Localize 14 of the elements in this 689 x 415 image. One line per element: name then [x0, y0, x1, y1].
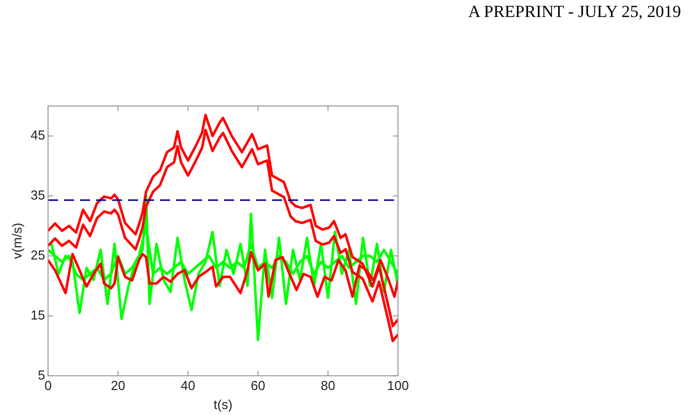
x-tick-label: 0 [44, 378, 52, 394]
y-tick-label: 35 [30, 188, 46, 203]
y-tick-label: 25 [30, 247, 46, 262]
x-tick-label: 60 [250, 378, 266, 394]
y-tick-label: 15 [30, 307, 46, 322]
text: A PREPRINT - JULY 25, 2019 [468, 2, 681, 22]
y-tick-label: 45 [30, 128, 46, 143]
x-tick-label: 100 [387, 378, 409, 394]
x-tick-label: 40 [180, 378, 196, 394]
y-axis-title: v(m/s) [9, 222, 24, 259]
x-axis-title: t(s) [214, 396, 232, 412]
y-tick-label: 5 [38, 367, 46, 382]
x-tick-label: 80 [320, 378, 336, 394]
x-tick-label: 20 [110, 378, 126, 394]
